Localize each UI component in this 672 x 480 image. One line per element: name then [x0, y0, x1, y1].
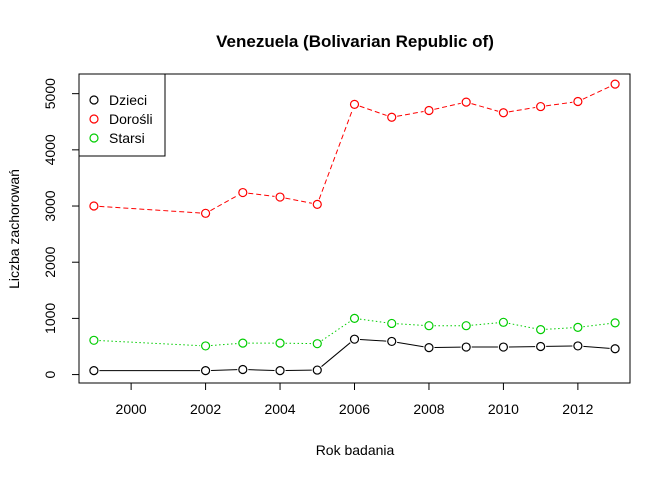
series-segment	[359, 339, 387, 342]
series-segment	[211, 369, 238, 371]
x-axis: 2000 2002 2004 2006 2008 2010 2012	[116, 382, 594, 417]
x-tick-label: 2008	[413, 401, 444, 417]
y-tick-label: 4000	[42, 134, 58, 165]
data-point	[89, 366, 99, 376]
series-segment	[318, 109, 354, 200]
data-point	[349, 99, 360, 109]
series-segment	[508, 106, 536, 113]
x-tick-label: 2000	[116, 401, 147, 417]
data-point	[461, 97, 471, 107]
data-point	[238, 364, 248, 375]
data-point	[424, 321, 434, 331]
legend-label: Dzieci	[109, 92, 147, 108]
data-point	[573, 322, 583, 332]
data-point	[349, 313, 360, 323]
data-point	[275, 366, 285, 376]
x-axis-label: Rok badania	[316, 442, 395, 458]
data-point	[349, 334, 360, 344]
data-point	[312, 199, 322, 209]
y-tick-label: 3000	[42, 190, 58, 221]
legend-label: Dorośli	[109, 111, 153, 127]
data-point	[536, 341, 546, 352]
legend-marker	[89, 95, 99, 105]
data-point	[238, 338, 248, 348]
series-segment	[99, 340, 201, 347]
series-segment	[248, 192, 275, 197]
x-tick-label: 2006	[339, 401, 370, 417]
data-point	[387, 112, 397, 122]
x-tick-label: 2012	[562, 401, 593, 417]
series-segment	[434, 102, 461, 110]
series-segment	[210, 194, 239, 212]
series-segment	[397, 111, 424, 117]
data-point	[536, 101, 546, 112]
data-point	[312, 339, 322, 349]
data-point	[573, 96, 583, 107]
data-point	[498, 317, 509, 327]
y-tick-label: 1000	[42, 303, 58, 334]
series-segment	[359, 318, 387, 324]
series-segment	[321, 321, 351, 341]
data-point	[610, 344, 620, 354]
chart-title: Venezuela (Bolivarian Republic of)	[216, 32, 494, 51]
data-point	[610, 79, 620, 89]
data-point	[89, 335, 99, 345]
legend-marker	[89, 133, 99, 143]
legend-marker	[89, 114, 99, 124]
data-point	[424, 343, 434, 353]
data-point	[200, 208, 211, 218]
series-segment	[359, 105, 387, 116]
y-axis: 0 1000 2000 3000 4000 5000	[42, 78, 80, 378]
series-segment	[471, 103, 499, 112]
data-point	[387, 336, 397, 347]
y-tick-label: 0	[42, 370, 58, 378]
x-tick-label: 2002	[190, 401, 221, 417]
data-point	[275, 192, 285, 202]
series-segment	[99, 205, 201, 214]
series-segment	[582, 85, 611, 100]
data-point	[200, 341, 211, 351]
data-point	[424, 105, 434, 116]
y-tick-label: 2000	[42, 246, 58, 277]
data-point	[573, 341, 583, 351]
data-point	[498, 108, 509, 118]
data-point	[610, 318, 620, 328]
series-1	[89, 79, 620, 218]
series-2	[89, 313, 620, 351]
series-segment	[583, 345, 610, 349]
series-layer	[89, 79, 620, 376]
data-point	[89, 201, 99, 211]
data-point	[461, 342, 471, 352]
data-point	[536, 325, 546, 335]
y-axis-label: Liczba zachorowań	[6, 169, 22, 289]
x-tick-label: 2004	[264, 401, 295, 417]
series-segment	[397, 341, 424, 348]
series-segment	[508, 322, 536, 330]
series-segment	[546, 327, 573, 330]
series-segment	[397, 323, 424, 326]
series-segment	[471, 322, 498, 326]
series-0	[89, 334, 620, 376]
series-segment	[285, 197, 312, 204]
series-segment	[211, 343, 238, 347]
data-point	[200, 366, 211, 376]
series-segment	[321, 342, 351, 367]
data-point	[238, 187, 248, 198]
data-point	[387, 318, 397, 329]
data-point	[312, 365, 322, 375]
data-point	[275, 338, 285, 348]
series-segment	[248, 369, 275, 371]
data-point	[461, 321, 471, 331]
series-segment	[546, 101, 573, 107]
legend-label: Starsi	[109, 130, 145, 146]
x-tick-label: 2010	[488, 401, 519, 417]
series-segment	[583, 323, 610, 328]
y-tick-label: 5000	[42, 78, 58, 109]
legend: Dzieci Dorośli Starsi	[78, 73, 166, 157]
data-point	[498, 342, 509, 352]
